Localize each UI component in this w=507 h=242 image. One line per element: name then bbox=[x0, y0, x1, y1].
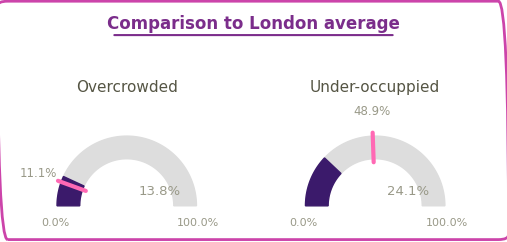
Text: 13.8%: 13.8% bbox=[139, 185, 181, 198]
Text: 100.0%: 100.0% bbox=[425, 218, 468, 228]
Polygon shape bbox=[57, 176, 84, 206]
Text: 0.0%: 0.0% bbox=[41, 218, 69, 228]
Text: Comparison to London average: Comparison to London average bbox=[107, 15, 400, 32]
Polygon shape bbox=[57, 136, 196, 206]
Text: Overcrowded: Overcrowded bbox=[76, 80, 177, 95]
Text: 0.0%: 0.0% bbox=[289, 218, 318, 228]
Text: 100.0%: 100.0% bbox=[177, 218, 220, 228]
Polygon shape bbox=[306, 158, 341, 206]
Text: 24.1%: 24.1% bbox=[387, 185, 429, 198]
Text: 48.9%: 48.9% bbox=[353, 105, 390, 118]
Text: 11.1%: 11.1% bbox=[20, 167, 57, 180]
Polygon shape bbox=[306, 136, 445, 206]
Text: Under-occuppied: Under-occuppied bbox=[310, 80, 440, 95]
